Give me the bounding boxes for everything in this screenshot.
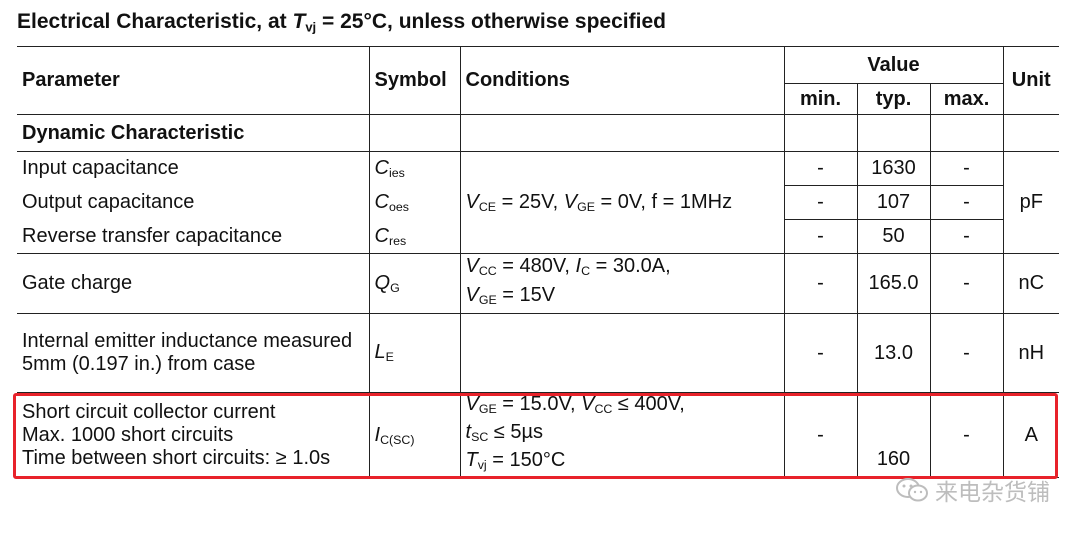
typ-cell: 160 [857,392,931,479]
characteristics-table: Parameter Symbol Conditions Value Unit m… [17,46,1059,479]
min-cell: - [784,185,858,220]
symbol-cell: LE [369,313,461,393]
symbol-cell: QG [369,253,461,314]
max-cell: - [930,219,1004,254]
table-row: Internal emitter inductance measured 5mm… [17,313,1059,393]
header-conditions: Conditions [460,46,785,115]
watermark: 来电杂货铺 [895,473,1050,507]
param-cell: Output capacitance [17,185,370,220]
symbol-cell: Cies [369,151,461,186]
param-cell: Short circuit collector current Max. 100… [17,392,370,479]
header-unit: Unit [1003,46,1059,115]
max-cell: - [930,151,1004,186]
unit-cell: nC [1003,253,1059,314]
symbol-cell: Coes [369,185,461,220]
conditions-cell: VCC = 480V, IC = 30.0A, VGE = 15V [460,253,785,314]
param-cell: Gate charge [17,253,370,314]
header-parameter: Parameter [17,46,370,115]
min-cell: - [784,219,858,254]
param-cell: Reverse transfer capacitance [17,219,370,254]
typ-cell: 1630 [857,151,931,186]
typ-cell: 165.0 [857,253,931,314]
table-row: Input capacitance Cies VCE = 25V, VGE = … [17,151,1059,254]
max-cell: - [930,392,1004,479]
min-cell: - [784,151,858,186]
table-row: Short circuit collector current Max. 100… [17,392,1059,479]
header-min: min. [784,83,858,115]
wechat-icon [896,478,928,502]
table-row: Reverse transfer capacitance Cres - 50 - [17,219,1059,254]
table-row: Gate charge QG VCC = 480V, IC = 30.0A, V… [17,253,1059,314]
min-cell: - [784,253,858,314]
header-typ: typ. [857,83,931,115]
page-heading: Electrical Characteristic, at Tvj = 25°C… [17,10,666,35]
header-row-2: min. typ. max. [17,83,1059,115]
unit-cell: A [1003,392,1059,479]
symbol-cell: IC(SC) [369,392,461,479]
section-title: Dynamic Characteristic [17,114,370,152]
header-value: Value [784,46,1004,84]
conditions-cell [460,313,785,393]
max-cell: - [930,253,1004,314]
watermark-text: 来电杂货铺 [935,480,1050,506]
header-max: max. [930,83,1004,115]
max-cell: - [930,313,1004,393]
param-cell: Internal emitter inductance measured 5mm… [17,313,370,393]
unit-cell: pF [1003,151,1059,254]
table-row: Output capacitance Coes - 107 - [17,185,1059,220]
typ-cell: 107 [857,185,931,220]
param-cell: Input capacitance [17,151,370,186]
header-symbol: Symbol [369,46,461,115]
section-row: Dynamic Characteristic [17,114,1059,152]
conditions-cell: VGE = 15.0V, VCC ≤ 400V, tSC ≤ 5µs Tvj =… [460,392,785,479]
header-row-1: Parameter Symbol Conditions Value Unit [17,46,1059,115]
max-cell: - [930,185,1004,220]
typ-cell: 50 [857,219,931,254]
min-cell: - [784,392,858,479]
typ-cell: 13.0 [857,313,931,393]
symbol-cell: Cres [369,219,461,254]
conditions-cell: VCE = 25V, VGE = 0V, f = 1MHz [460,151,785,254]
unit-cell: nH [1003,313,1059,393]
min-cell: - [784,313,858,393]
